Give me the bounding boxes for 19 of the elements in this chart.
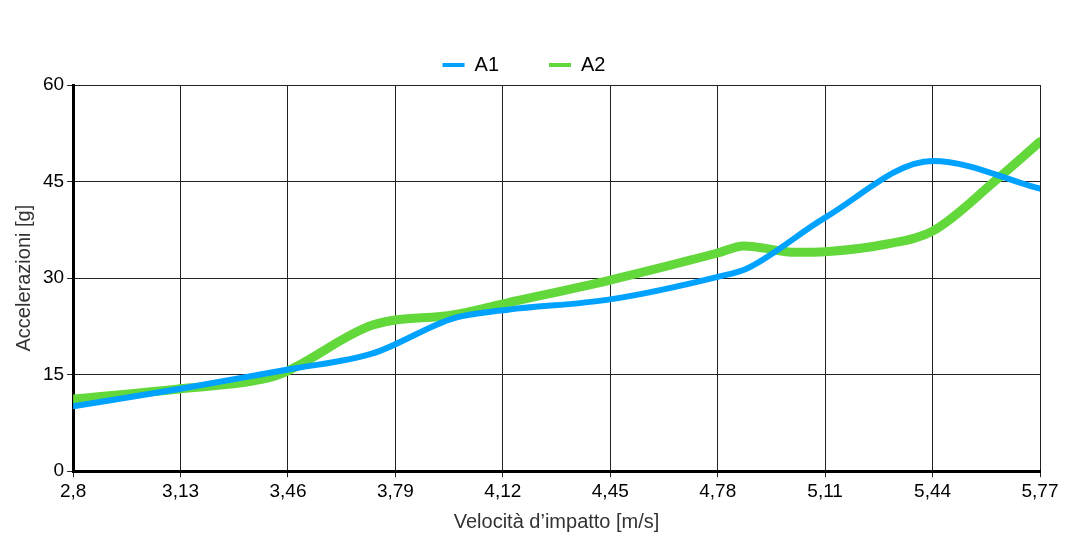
x-tick-label: 5,77 (1021, 479, 1059, 501)
y-tick-label: 15 (42, 362, 65, 384)
x-tick-label: 3,13 (162, 479, 200, 501)
y-tick-label: 0 (53, 459, 65, 481)
legend-label: A1 (474, 52, 500, 75)
x-axis-title: Velocità d’impatto [m/s] (453, 509, 660, 532)
x-tick-label: 4,78 (699, 479, 737, 501)
y-axis-title: Accelerazioni [g] (11, 204, 34, 352)
x-tick-label: 5,44 (914, 479, 952, 501)
x-tick-label: 3,46 (269, 479, 307, 501)
y-tick-label: 60 (42, 73, 65, 95)
x-tick-label: 2,8 (59, 479, 87, 501)
y-tick-label: 30 (42, 266, 65, 288)
x-tick-label: 4,12 (484, 479, 522, 501)
x-tick-label: 5,11 (807, 479, 843, 501)
x-tick-label: 3,79 (376, 479, 414, 501)
legend-label: A2 (581, 52, 606, 75)
y-tick-label: 45 (42, 169, 65, 191)
x-tick-label: 4,45 (591, 479, 629, 501)
